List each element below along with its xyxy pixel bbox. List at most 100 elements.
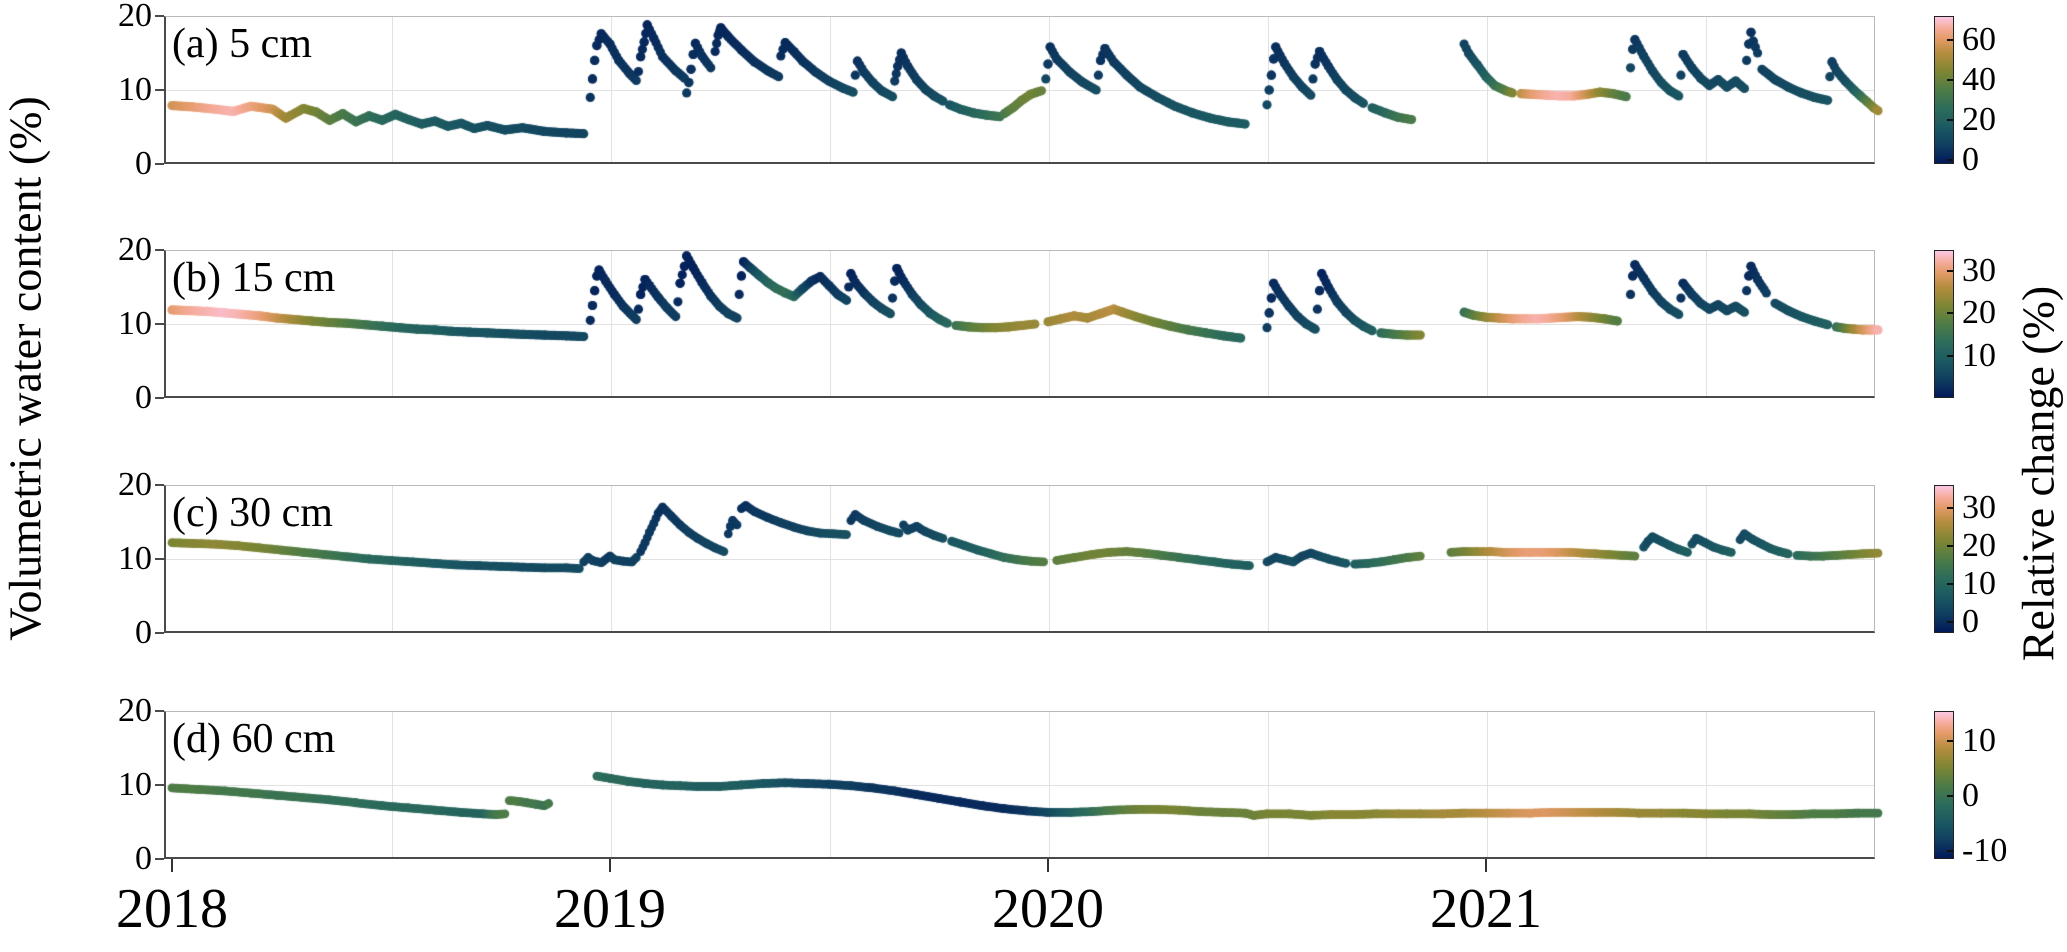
x-gridline [1487,251,1488,396]
colorbar-tick [1947,544,1953,547]
x-tick-label: 2020 [992,878,1104,940]
colorbar-tick [1947,39,1953,41]
y-tick-label: 20 [118,692,152,729]
y-tick-label: 10 [118,540,152,577]
x-gridline [830,486,831,631]
x-gridline [1487,712,1488,857]
x-gridline [830,712,831,857]
panel-b-axes [164,250,1875,398]
x-tick-label: 2019 [554,878,666,940]
colorbar-b [1934,250,1954,398]
y-tick-label: 20 [118,466,152,503]
x-gridline [392,17,393,162]
x-gridline [611,17,612,162]
panel-label-b: (b) 15 cm [172,255,336,301]
x-gridline [611,251,612,396]
colorbar-tick-label: 20 [1962,294,1996,332]
x-gridline [1049,486,1050,631]
y-tick-mark [155,397,164,399]
colorbar-tick [1947,79,1953,81]
x-tick-label: 2021 [1430,878,1542,940]
x-gridline [1706,17,1707,162]
y-tick-mark [155,484,164,486]
panel-d-axes [164,711,1875,859]
colorbar-tick [1947,312,1953,315]
y-tick-label: 10 [118,305,152,342]
y-tick-mark [155,784,164,786]
y-tick-mark [155,558,164,560]
x-gridline [1487,486,1488,631]
y-gridline [166,559,1874,560]
y-gridline [166,324,1874,325]
x-tick-mark [171,859,173,872]
colorbar-tick-label: 40 [1962,61,1996,98]
y-tick-mark [155,858,164,860]
x-tick-mark [1047,859,1049,872]
colorbar-tick [1947,354,1953,357]
colorbar-tick [1947,740,1953,743]
y-tick-label: 0 [135,379,152,416]
x-gridline [1487,17,1488,162]
y-tick-mark [155,15,164,17]
colorbar-tick [1947,794,1953,797]
y-tick-label: 20 [118,231,152,268]
panel-label-c: (c) 30 cm [172,490,333,536]
panel-label-d: (d) 60 cm [172,716,336,762]
x-tick-label: 2018 [116,878,228,940]
colorbar-axis-title: Relative change (%) [2012,285,2064,662]
y-tick-label: 0 [135,614,152,651]
y-tick-mark [155,163,164,165]
y-tick-label: 10 [118,71,152,108]
x-gridline [392,251,393,396]
y-tick-mark [155,710,164,712]
x-gridline [611,486,612,631]
y-tick-mark [155,632,164,634]
colorbar-tick-label: 10 [1962,336,1996,374]
y-tick-label: 0 [135,145,152,182]
colorbar-tick-label: 20 [1962,526,1996,564]
colorbar-tick [1947,270,1953,273]
x-gridline [830,251,831,396]
colorbar-tick-label: 0 [1962,141,1979,178]
panel-c-axes [164,485,1875,633]
colorbar-tick [1947,582,1953,585]
panel-a-axes [164,16,1875,164]
x-gridline [392,712,393,857]
y-gridline [166,785,1874,786]
colorbar-tick-label: 10 [1962,722,1996,760]
y-tick-mark [155,323,164,325]
x-gridline [1706,251,1707,396]
x-gridline [392,486,393,631]
x-gridline [830,17,831,162]
colorbar-tick-label: 0 [1962,776,1979,814]
colorbar-tick-label: 20 [1962,101,1996,138]
x-gridline [611,712,612,857]
x-gridline [1268,251,1269,396]
colorbar-tick [1947,506,1953,509]
colorbar-tick [1947,119,1953,121]
x-gridline [1706,486,1707,631]
colorbar-tick-label: 60 [1962,21,1996,58]
y-tick-label: 20 [118,0,152,34]
x-gridline [1049,712,1050,857]
y-tick-label: 0 [135,840,152,877]
y-gridline [166,90,1874,91]
colorbar-tick-label: 0 [1962,602,1979,640]
y-tick-mark [155,249,164,251]
y-tick-mark [155,89,164,91]
x-gridline [1268,17,1269,162]
x-gridline [1706,712,1707,857]
y-tick-label: 10 [118,766,152,803]
colorbar-tick-label: 30 [1962,252,1996,290]
colorbar-tick [1947,159,1953,161]
colorbar-d [1934,711,1954,859]
colorbar-tick-label: 30 [1962,488,1996,526]
colorbar-tick-label: -10 [1962,831,2008,869]
x-gridline [1268,486,1269,631]
x-tick-mark [609,859,611,872]
x-gridline [1268,712,1269,857]
colorbar-tick [1947,620,1953,623]
y-axis-title: Volumetric water content (%) [0,96,51,641]
x-tick-mark [1485,859,1487,872]
